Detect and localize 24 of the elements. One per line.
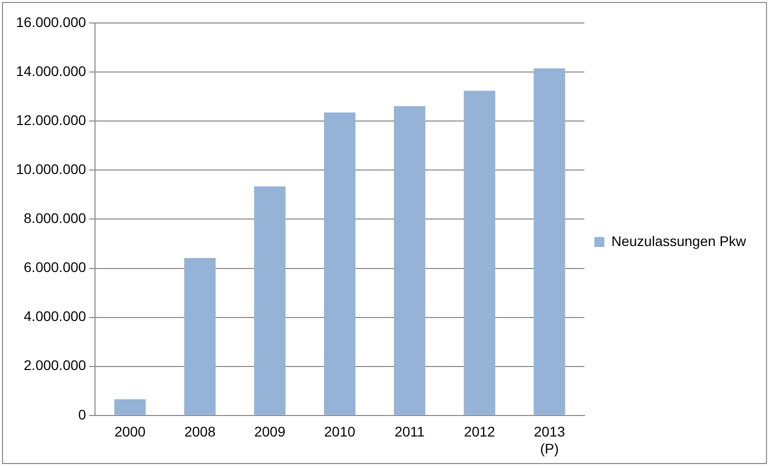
legend-label: Neuzulassungen Pkw xyxy=(611,232,747,249)
y-tick-label: 10.000.000 xyxy=(16,161,86,178)
y-tick-label: 16.000.000 xyxy=(16,14,86,30)
y-tick-label: 12.000.000 xyxy=(16,112,86,128)
y-tick-label: 8.000.000 xyxy=(24,210,86,226)
bar xyxy=(114,399,146,415)
x-tick-label: 2000 xyxy=(114,424,146,440)
x-tick-label: 2011 xyxy=(394,424,425,440)
x-tick-label: 2009 xyxy=(254,424,286,440)
x-tick-label: 2010 xyxy=(324,424,356,440)
bar xyxy=(324,112,356,415)
y-tick-label: 4.000.000 xyxy=(24,308,86,324)
y-tick-label: 6.000.000 xyxy=(24,259,86,276)
bar xyxy=(254,186,286,415)
y-tick-label: 14.000.000 xyxy=(16,62,86,79)
x-tick-label: 2012 xyxy=(464,424,496,440)
x-tick-label: 2008 xyxy=(184,424,216,440)
x-tick-label: 2013 (P) xyxy=(534,424,566,456)
y-tick-label: 2.000.000 xyxy=(24,357,86,374)
bar xyxy=(534,68,566,415)
bar xyxy=(184,258,216,415)
y-tick-label: 0 xyxy=(78,406,86,422)
bar xyxy=(394,106,426,415)
bar xyxy=(464,90,496,415)
